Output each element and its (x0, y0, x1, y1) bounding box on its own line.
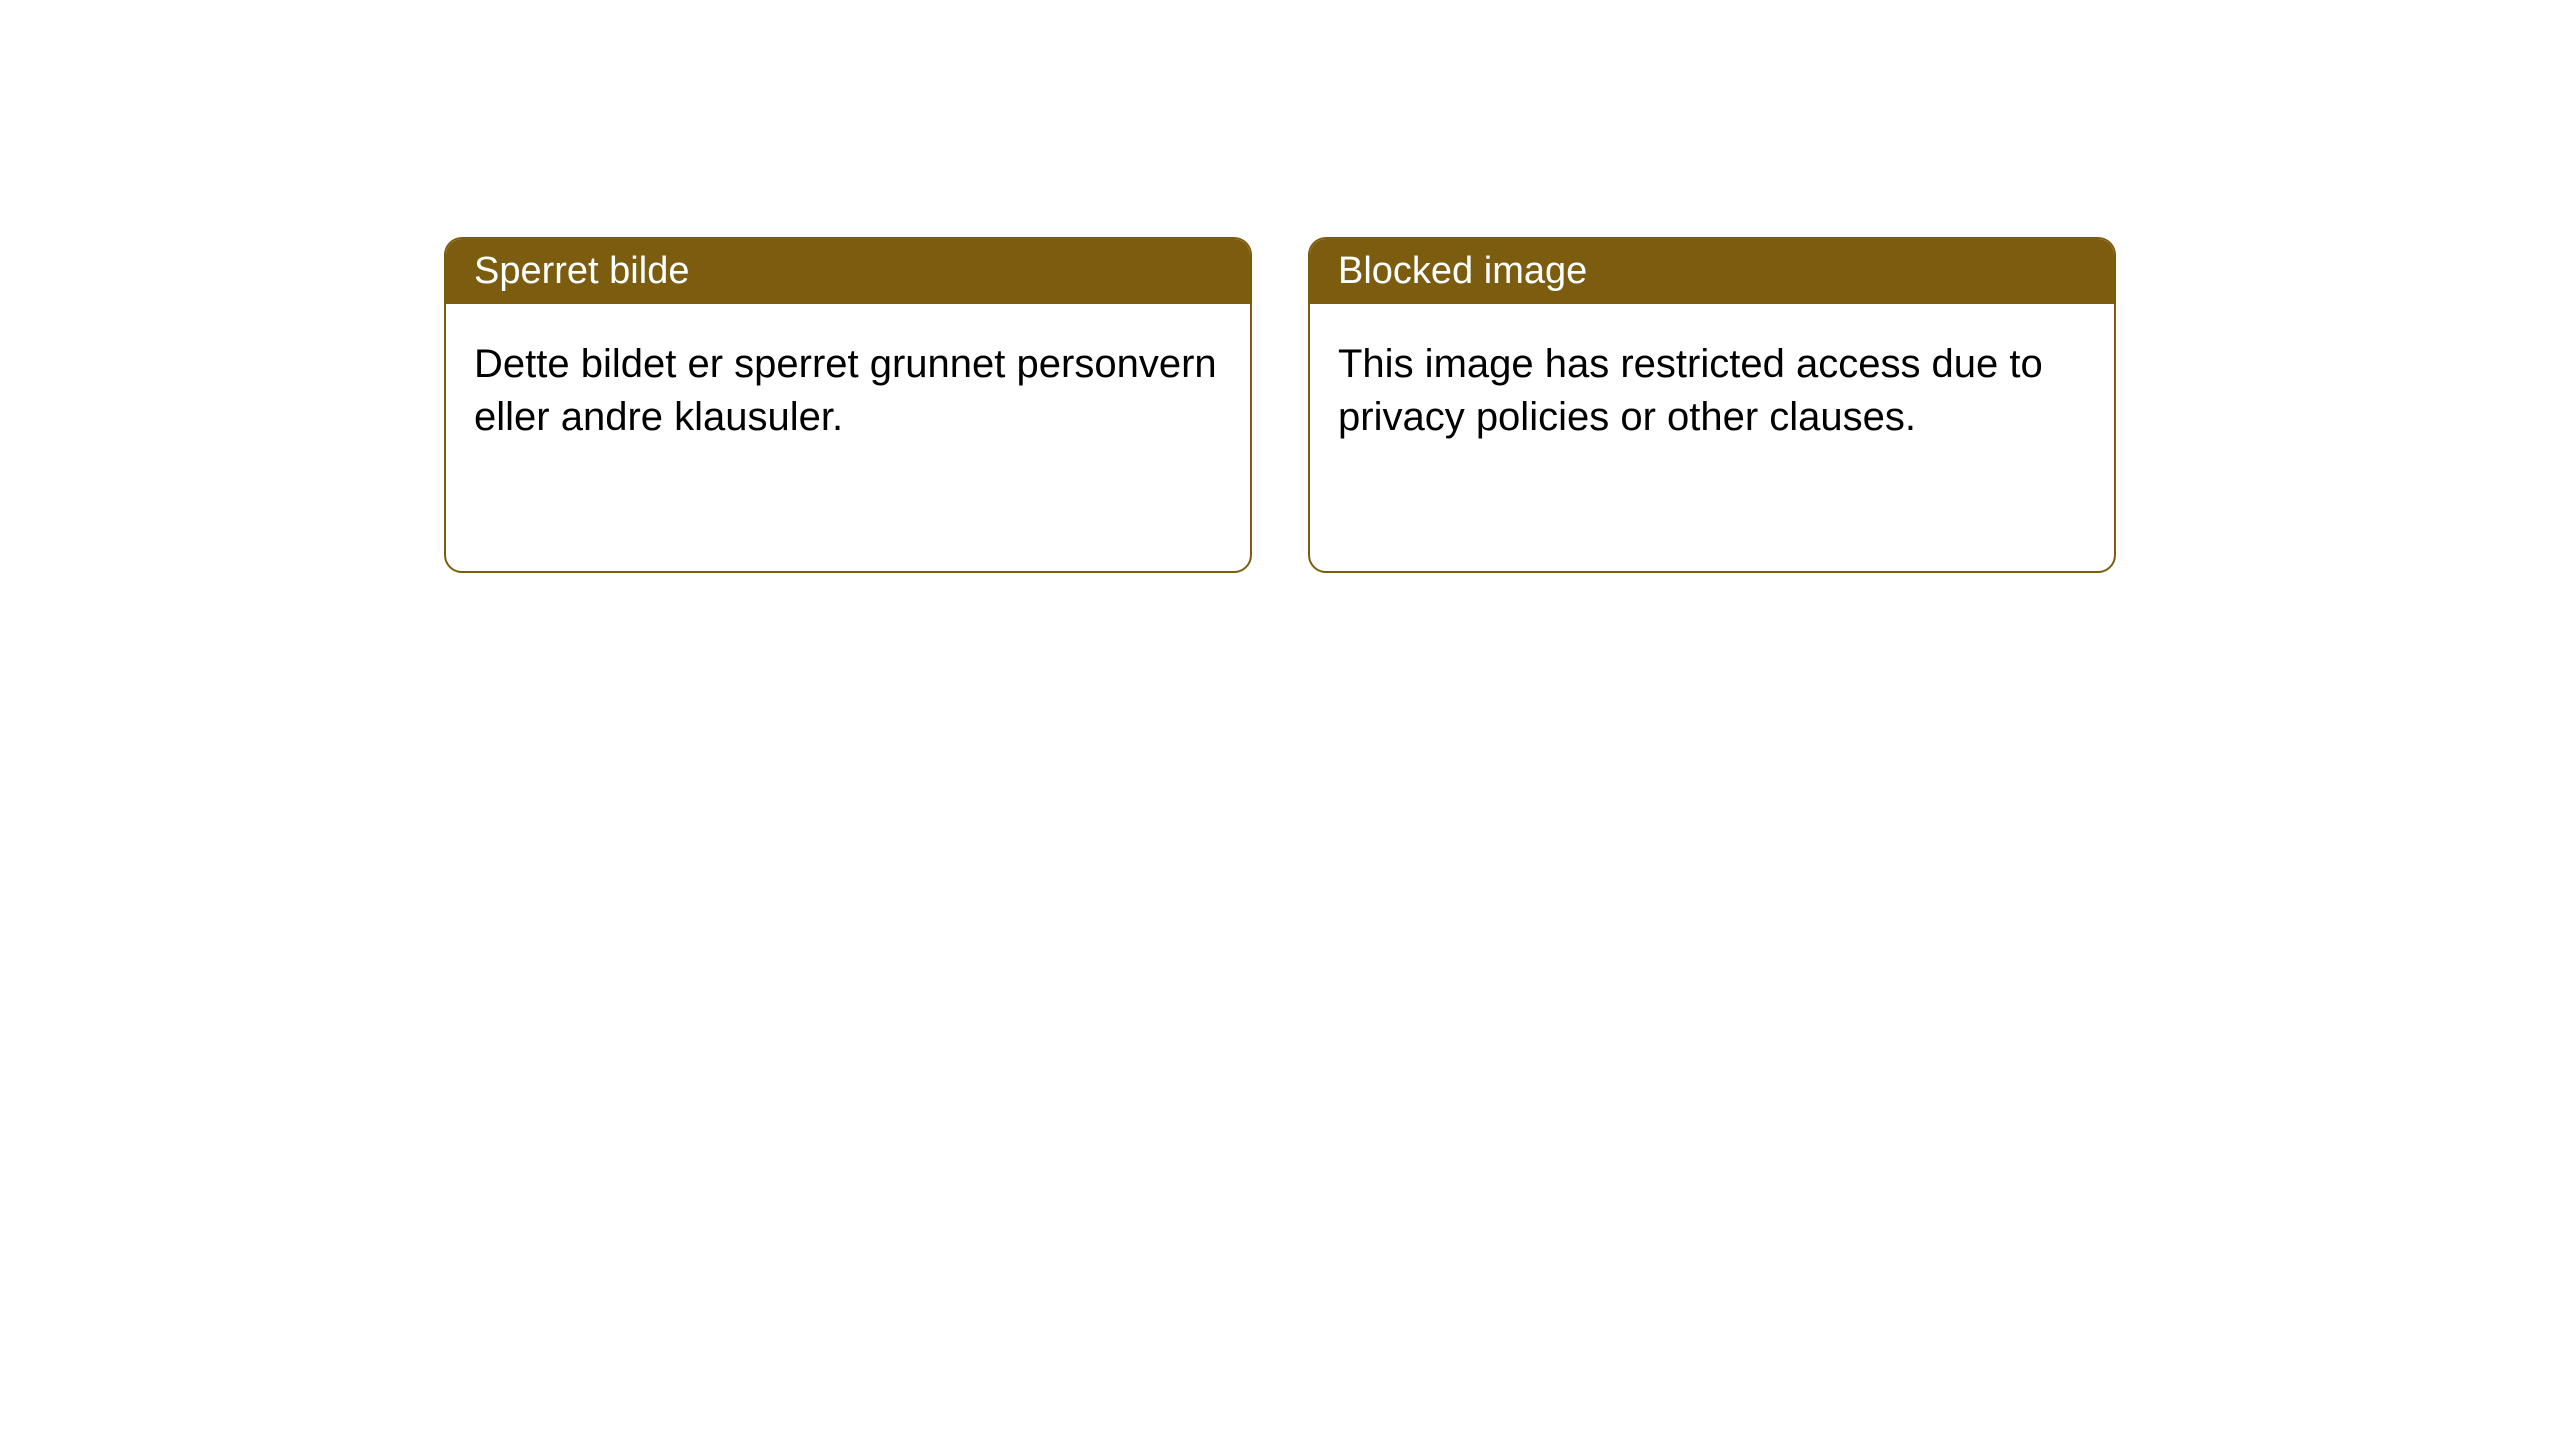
notice-body: Dette bildet er sperret grunnet personve… (446, 304, 1250, 478)
notice-card-english: Blocked image This image has restricted … (1308, 237, 2116, 573)
notice-container: Sperret bilde Dette bildet er sperret gr… (444, 237, 2116, 573)
notice-header: Sperret bilde (446, 239, 1250, 304)
notice-card-norwegian: Sperret bilde Dette bildet er sperret gr… (444, 237, 1252, 573)
notice-header: Blocked image (1310, 239, 2114, 304)
notice-body: This image has restricted access due to … (1310, 304, 2114, 478)
